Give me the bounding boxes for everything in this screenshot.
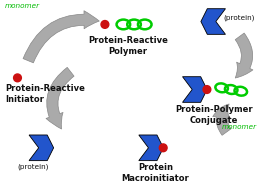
FancyArrowPatch shape <box>213 104 231 135</box>
Text: monomer: monomer <box>221 125 257 130</box>
FancyArrowPatch shape <box>23 11 99 63</box>
FancyArrowPatch shape <box>46 67 74 129</box>
Polygon shape <box>183 77 207 102</box>
Text: Protein-Polymer
Conjugate: Protein-Polymer Conjugate <box>175 105 252 125</box>
Text: Protein
Macroinitiator: Protein Macroinitiator <box>122 163 189 184</box>
Text: (protein): (protein) <box>17 163 49 170</box>
Circle shape <box>14 74 21 82</box>
Text: monomer: monomer <box>5 3 40 9</box>
Text: (protein): (protein) <box>224 15 255 21</box>
FancyArrowPatch shape <box>235 33 253 78</box>
Polygon shape <box>139 135 163 161</box>
Polygon shape <box>29 135 54 161</box>
Circle shape <box>101 21 109 28</box>
Polygon shape <box>201 9 225 34</box>
Circle shape <box>159 144 167 152</box>
Circle shape <box>203 86 211 93</box>
Text: Protein-Reactive
Polymer: Protein-Reactive Polymer <box>88 36 168 56</box>
Text: Protein-Reactive
Initiator: Protein-Reactive Initiator <box>5 84 85 104</box>
